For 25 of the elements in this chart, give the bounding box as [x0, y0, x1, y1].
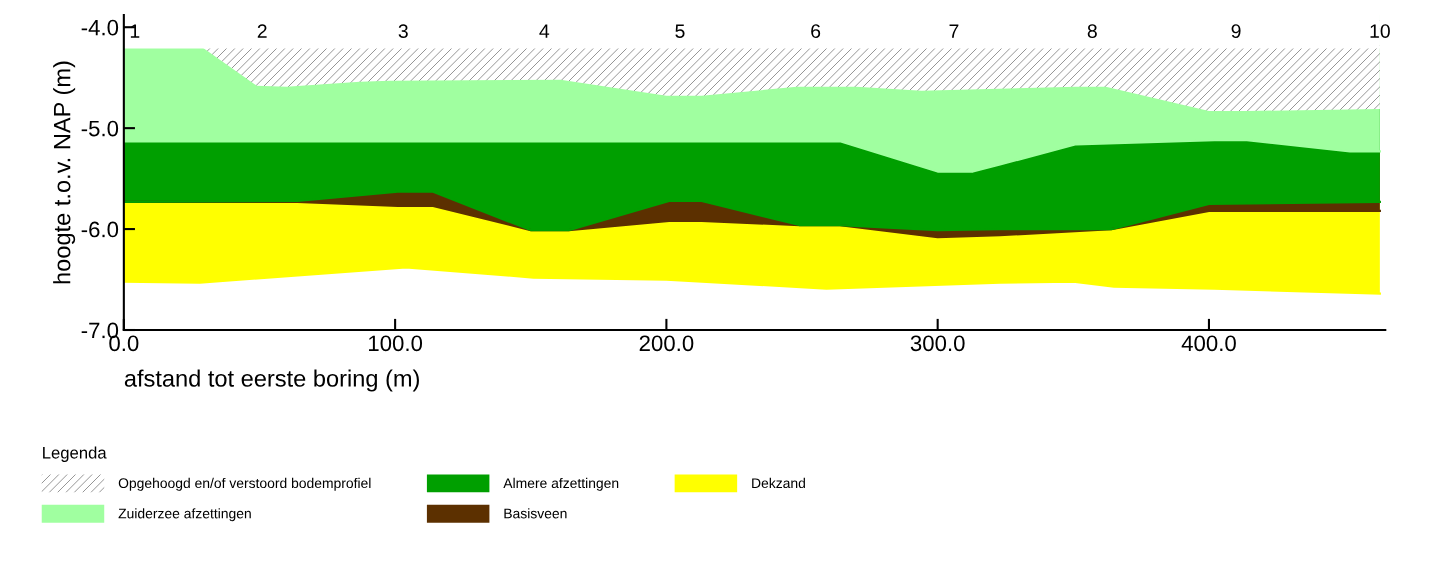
annotation: 6	[811, 24, 821, 38]
x-tick-label: 100.0	[369, 335, 423, 352]
legend-title: Legenda	[43, 446, 107, 462]
y-tick-label: -6.0	[81, 221, 119, 238]
annotation: 9	[1231, 24, 1241, 38]
annotation: 7	[949, 24, 959, 38]
annotation: 4	[539, 24, 550, 38]
legend-label: Dekzand	[752, 477, 805, 489]
x-tick-label: 300.0	[910, 335, 965, 352]
x-tick-label: 200.0	[639, 335, 694, 352]
legend-label: Almere afzettingen	[503, 477, 619, 491]
legend-label: Opgehoogd en/of verstoord bodemprofiel	[118, 477, 371, 491]
legend-label: Basisveen	[504, 508, 567, 519]
x-axis-title: afstand tot eerste boring (m)	[124, 369, 419, 392]
y-axis-title: hoogte t.o.v. NAP (m)	[53, 61, 76, 284]
annotation: 1	[130, 24, 140, 38]
x-tick-label: 400.0	[1181, 335, 1236, 352]
annotation: 8	[1087, 24, 1097, 38]
annotation: 2	[257, 24, 267, 38]
y-tick-label: -5.0	[81, 120, 119, 137]
y-tick-label: -4.0	[81, 19, 119, 36]
annotation: 10	[1370, 24, 1390, 38]
annotation: 3	[398, 24, 408, 38]
legend-label: Zuiderzee afzettingen	[118, 508, 251, 522]
annotation: 5	[675, 24, 685, 38]
